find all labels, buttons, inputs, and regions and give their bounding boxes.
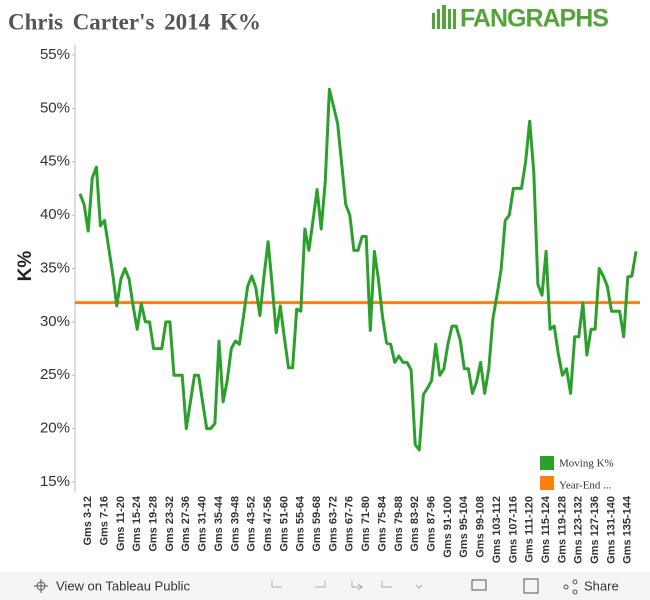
toolbar-view-icon[interactable] bbox=[34, 579, 48, 593]
x-tick-label: Gms 43-52 bbox=[246, 496, 258, 552]
legend-swatch bbox=[540, 456, 554, 470]
y-axis-label: K% bbox=[15, 251, 36, 282]
x-tick-label: Gms 111-120 bbox=[524, 496, 536, 563]
x-tick-label: Gms 59-68 bbox=[311, 496, 323, 552]
x-tick-label: Gms 115-124 bbox=[540, 495, 552, 563]
legend-label: Year-End ... bbox=[559, 480, 612, 492]
x-tick-label: Gms 11-20 bbox=[115, 496, 127, 551]
x-tick-label: Gms 99-108 bbox=[475, 496, 487, 558]
legend-label: Moving K% bbox=[559, 458, 614, 470]
x-tick-label: Gms 95-104 bbox=[458, 495, 470, 558]
x-tick-label: Gms 127-136 bbox=[589, 496, 601, 564]
chart-title: Chris Carter's 2014 K% bbox=[8, 9, 261, 34]
y-tick-label: 40% bbox=[40, 206, 70, 223]
x-tick-label: Gms 91-100 bbox=[442, 496, 454, 558]
x-tick-label: Gms 119-128 bbox=[556, 496, 568, 563]
x-tick-label: Gms 107-116 bbox=[507, 496, 519, 563]
x-tick-label: Gms 79-88 bbox=[393, 496, 405, 552]
y-tick-label: 25% bbox=[40, 366, 70, 383]
x-tick-label: Gms 71-80 bbox=[360, 496, 372, 552]
x-tick-label: Gms 87-96 bbox=[425, 496, 437, 552]
y-tick-label: 20% bbox=[40, 420, 70, 437]
x-tick-label: Gms 135-144 bbox=[622, 495, 634, 564]
x-tick-label: Gms 15-24 bbox=[131, 495, 143, 552]
y-tick-label: 35% bbox=[40, 259, 70, 276]
x-tick-label: Gms 31-40 bbox=[197, 496, 209, 552]
y-tick-label: 45% bbox=[40, 153, 70, 170]
x-tick-label: Gms 47-56 bbox=[262, 496, 274, 552]
y-tick-label: 15% bbox=[40, 473, 70, 490]
x-tick-label: Gms 27-36 bbox=[180, 496, 192, 552]
toolbar-icons[interactable] bbox=[271, 578, 578, 595]
x-tick-label: Gms 103-112 bbox=[491, 496, 503, 563]
x-tick-label: Gms 123-132 bbox=[573, 496, 585, 564]
y-tick-label: 50% bbox=[40, 99, 70, 116]
x-tick-label: Gms 3-12 bbox=[82, 496, 94, 546]
x-tick-label: Gms 35-44 bbox=[213, 495, 225, 552]
x-tick-label: Gms 39-48 bbox=[229, 496, 241, 552]
x-tick-label: Gms 23-32 bbox=[164, 496, 176, 552]
legend-swatch bbox=[540, 476, 554, 490]
x-tick-label: Gms 19-28 bbox=[147, 496, 159, 552]
x-tick-label: Gms 75-84 bbox=[376, 495, 388, 552]
x-tick-label: Gms 7-16 bbox=[98, 496, 110, 546]
x-tick-label: Gms 83-92 bbox=[409, 496, 421, 552]
x-tick-label: Gms 55-64 bbox=[295, 495, 307, 552]
x-tick-label: Gms 63-72 bbox=[327, 496, 339, 552]
data-line bbox=[78, 87, 638, 452]
toolbar-share[interactable]: Share bbox=[584, 578, 619, 593]
x-tick-label: Gms 67-76 bbox=[344, 496, 356, 552]
toolbar-view-link[interactable]: View on Tableau Public bbox=[56, 578, 190, 593]
x-tick-label: Gms 51-60 bbox=[278, 496, 290, 552]
x-tick-label: Gms 131-140 bbox=[605, 496, 617, 564]
logo-icon bbox=[432, 5, 456, 29]
y-tick-label: 30% bbox=[40, 313, 70, 330]
y-tick-label: 55% bbox=[40, 46, 70, 63]
logo-text: FANGRAPHS bbox=[460, 5, 608, 33]
